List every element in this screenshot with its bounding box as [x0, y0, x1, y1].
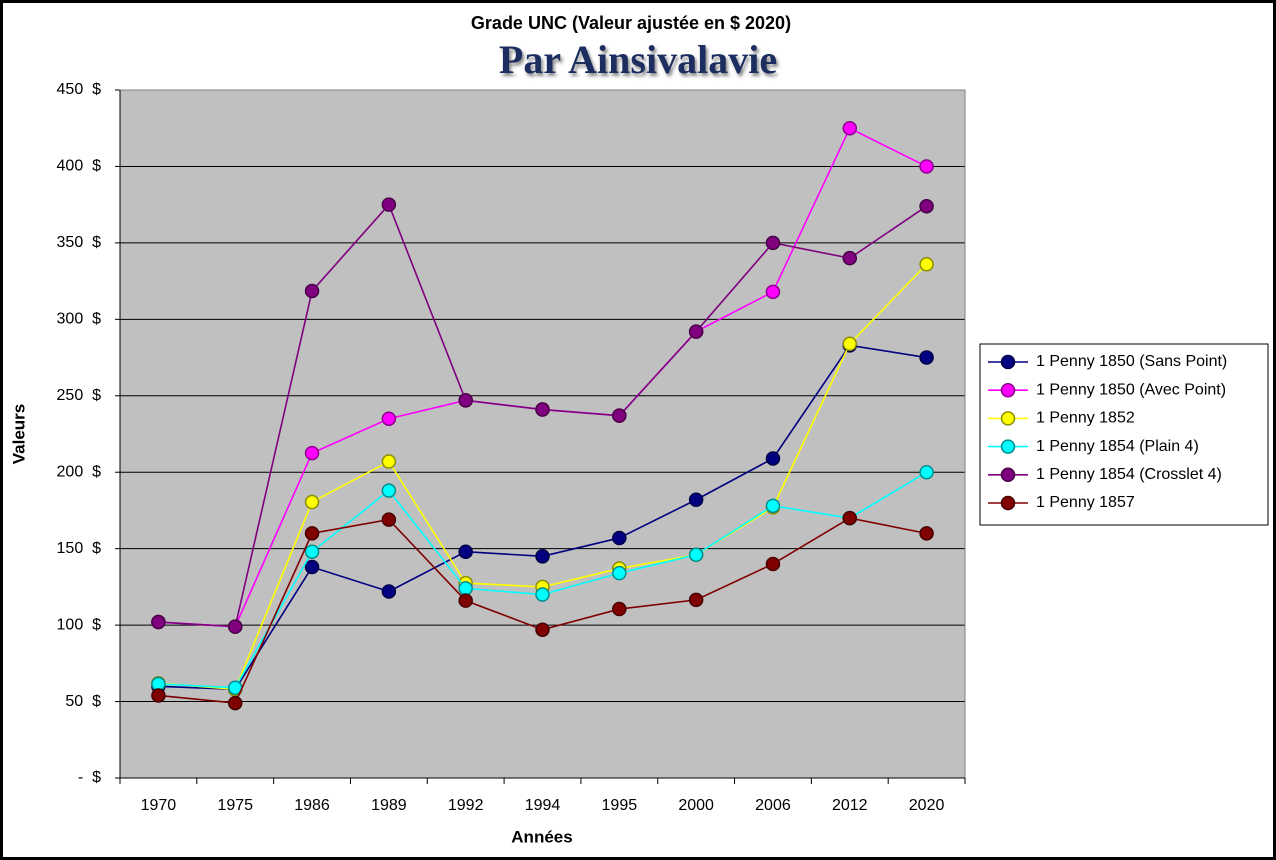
- data-point: [227, 619, 243, 634]
- x-tick-label: 2000: [678, 797, 714, 814]
- legend-box: [979, 343, 1269, 526]
- x-tick-label: 1992: [448, 797, 484, 814]
- data-point: [765, 235, 781, 251]
- data-point: [535, 549, 550, 564]
- legend-marker: [1000, 467, 1016, 483]
- data-point: [304, 559, 320, 575]
- data-point: [458, 393, 473, 408]
- legend-label: 1 Penny 1854 (Crosslet 4): [1036, 466, 1222, 483]
- data-point: [688, 592, 704, 608]
- data-point: [842, 120, 858, 136]
- chart-subtitle: Par Ainsivalavie: [499, 37, 777, 82]
- x-tick-label: 2006: [755, 797, 791, 814]
- data-point: [381, 483, 397, 498]
- y-tick-label: 50 $: [65, 693, 101, 710]
- data-point: [612, 601, 627, 617]
- x-tick-label: 1970: [141, 797, 177, 814]
- data-point: [381, 512, 397, 527]
- data-point: [304, 526, 320, 541]
- data-point: [227, 695, 243, 711]
- legend-marker: [1000, 354, 1016, 370]
- y-tick-label: 400 $: [57, 158, 102, 175]
- plot-area: [120, 90, 965, 778]
- legend-marker: [1000, 382, 1016, 398]
- data-point: [458, 593, 473, 608]
- legend-label: 1 Penny 1850 (Sans Point): [1036, 353, 1227, 370]
- x-tick-label: 2020: [909, 797, 945, 814]
- y-tick-label: - $: [78, 769, 101, 786]
- data-point: [919, 198, 934, 214]
- legend-label: 1 Penny 1852: [1036, 410, 1135, 427]
- data-point: [919, 159, 934, 174]
- data-point: [688, 492, 704, 507]
- legend-label: 1 Penny 1850 (Avec Point): [1036, 381, 1226, 398]
- data-point: [381, 411, 397, 426]
- y-tick-label: 450 $: [57, 81, 102, 98]
- data-point: [612, 530, 627, 546]
- data-point: [304, 544, 320, 559]
- y-tick-label: 350 $: [57, 234, 102, 251]
- data-point: [458, 581, 473, 596]
- data-point: [919, 257, 934, 272]
- data-point: [535, 622, 550, 637]
- data-point: [919, 526, 934, 541]
- data-point: [842, 250, 858, 266]
- y-tick-label: 250 $: [57, 387, 102, 404]
- data-point: [765, 284, 781, 300]
- data-point: [765, 451, 781, 466]
- data-point: [919, 464, 934, 480]
- data-point: [688, 547, 704, 563]
- chart-title: Grade UNC (Valeur ajustée en $ 2020): [471, 13, 791, 33]
- data-point: [842, 336, 858, 352]
- x-tick-label: 1995: [602, 797, 638, 814]
- data-point: [381, 454, 397, 469]
- legend-marker: [1000, 411, 1016, 426]
- y-axis-label: Valeurs: [9, 404, 28, 465]
- data-point: [304, 494, 320, 510]
- data-point: [612, 565, 627, 581]
- data-point: [304, 445, 320, 461]
- data-point: [535, 402, 550, 417]
- y-tick-label: 150 $: [57, 540, 102, 557]
- x-tick-label: 1989: [371, 797, 407, 814]
- x-axis-label: Années: [511, 827, 572, 846]
- data-point: [151, 614, 166, 630]
- legend-label: 1 Penny 1854 (Plain 4): [1036, 438, 1199, 455]
- data-point: [688, 324, 704, 339]
- data-point: [381, 584, 397, 599]
- x-tick-label: 2012: [832, 797, 868, 814]
- data-point: [919, 350, 934, 365]
- x-tick-label: 1975: [217, 797, 253, 814]
- y-tick-label: 300 $: [57, 311, 102, 328]
- y-tick-label: 100 $: [57, 616, 102, 633]
- data-point: [151, 688, 166, 703]
- data-point: [381, 197, 397, 212]
- data-point: [842, 510, 858, 526]
- data-point: [612, 408, 627, 423]
- data-point: [304, 283, 320, 299]
- data-point: [765, 556, 781, 572]
- legend-marker: [1000, 495, 1016, 511]
- x-tick-label: 1986: [294, 797, 330, 814]
- legend-label: 1 Penny 1857: [1036, 494, 1135, 511]
- legend-marker: [1000, 439, 1016, 454]
- data-point: [765, 498, 781, 514]
- y-tick-label: 200 $: [57, 463, 102, 480]
- data-point: [458, 544, 473, 559]
- data-point: [535, 587, 550, 602]
- x-tick-label: 1994: [525, 797, 561, 814]
